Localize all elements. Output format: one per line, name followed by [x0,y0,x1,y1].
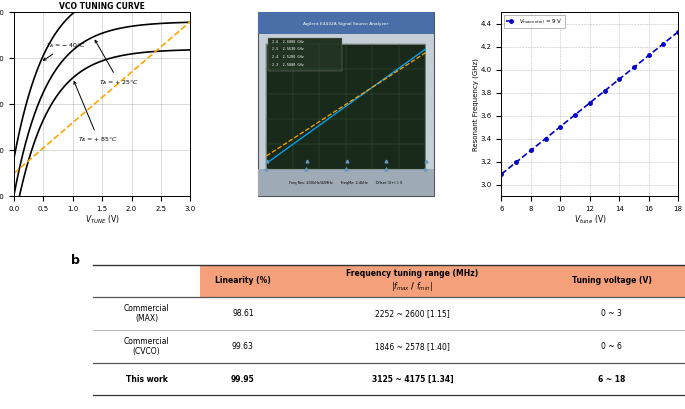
Bar [266,44,425,169]
Text: Agilent E4432A Signal Source Analyzer: Agilent E4432A Signal Source Analyzer [303,22,388,26]
$V_{rowcontrol}$ = 9 V [645,53,653,58]
X-axis label: $V_{TUNE}$ (V): $V_{TUNE}$ (V) [84,213,120,226]
Text: Commercial
(CVCO): Commercial (CVCO) [124,337,169,356]
Bar [268,38,342,71]
Text: Commercial
(MAX): Commercial (MAX) [124,304,169,324]
$V_{rowcontrol}$ = 9 V [497,172,506,177]
Text: Frequency tuning range (MHz)
$|f_{max}$ / $f_{min}|$: Frequency tuning range (MHz) $|f_{max}$ … [346,269,479,293]
Text: 1846 ~ 2578 [1.40]: 1846 ~ 2578 [1.40] [375,342,450,351]
Text: This work: This work [125,375,168,384]
Bar [93,330,200,363]
Bar [286,265,538,297]
Bar [258,12,434,34]
Bar [538,265,685,297]
Text: 98.61: 98.61 [232,309,253,318]
$V_{rowcontrol}$ = 9 V [674,29,682,34]
$V_{rowcontrol}$ = 9 V [630,65,638,70]
$V_{rowcontrol}$ = 9 V [601,89,609,94]
Text: b: b [71,254,80,267]
Text: 0 ~ 6: 0 ~ 6 [601,342,622,351]
Bar [200,297,286,330]
Text: $T_A = +25°C$: $T_A = +25°C$ [95,40,139,87]
Text: 99.95: 99.95 [231,375,255,384]
Bar [258,169,434,196]
Text: 2.3  2.5000 GHz: 2.3 2.5000 GHz [272,63,303,67]
Bar [286,330,538,363]
Text: 0 ~ 3: 0 ~ 3 [601,309,622,318]
Bar [286,363,538,396]
Text: $T_A = +85°C$: $T_A = +85°C$ [74,82,119,144]
Bar [286,297,538,330]
Text: Tuning voltage (V): Tuning voltage (V) [572,276,651,285]
Title: MAX2750
VCO TUNING CURVE: MAX2750 VCO TUNING CURVE [59,0,145,11]
Bar [538,363,685,396]
Text: 6 ~ 18: 6 ~ 18 [598,375,625,384]
Text: 3125 ~ 4175 [1.34]: 3125 ~ 4175 [1.34] [371,375,453,384]
Bar [93,363,200,396]
Text: Freq Res: 200kHz/42MHz       FreqMe: 2.4kHz       Offset (X+/-): 0: Freq Res: 200kHz/42MHz FreqMe: 2.4kHz Of… [289,181,403,185]
$V_{rowcontrol}$ = 9 V [527,148,535,153]
$V_{rowcontrol}$ = 9 V [542,136,550,141]
Text: $T_A = -40°C$: $T_A = -40°C$ [43,41,86,61]
Bar [200,363,286,396]
Bar [200,330,286,363]
$V_{rowcontrol}$ = 9 V [512,160,521,165]
Text: 2252 ~ 2600 [1.15]: 2252 ~ 2600 [1.15] [375,309,450,318]
$V_{rowcontrol}$ = 9 V [556,124,564,129]
Bar [538,297,685,330]
$V_{rowcontrol}$ = 9 V [660,41,668,46]
Text: 2.6  2.6000 GHz: 2.6 2.6000 GHz [272,40,303,44]
Bar [200,265,286,297]
$V_{rowcontrol}$ = 9 V [571,112,580,117]
Text: 2.5  2.5630 GHz: 2.5 2.5630 GHz [272,47,303,52]
Legend: $V_{rowcontrol}$ = 9 V: $V_{rowcontrol}$ = 9 V [504,15,565,28]
Bar [538,330,685,363]
Text: 99.63: 99.63 [232,342,254,351]
Text: 2.4  2.5200 GHz: 2.4 2.5200 GHz [272,55,303,59]
$V_{rowcontrol}$ = 9 V [586,101,594,106]
$V_{rowcontrol}$ = 9 V [615,77,623,82]
Bar [93,265,200,297]
Text: Linearity (%): Linearity (%) [215,276,271,285]
Y-axis label: Resonant Frequency (GHz): Resonant Frequency (GHz) [473,58,479,151]
Line: $V_{rowcontrol}$ = 9 V: $V_{rowcontrol}$ = 9 V [499,30,680,176]
Bar [93,297,200,330]
X-axis label: $V_{tune}$ (V): $V_{tune}$ (V) [573,213,606,226]
